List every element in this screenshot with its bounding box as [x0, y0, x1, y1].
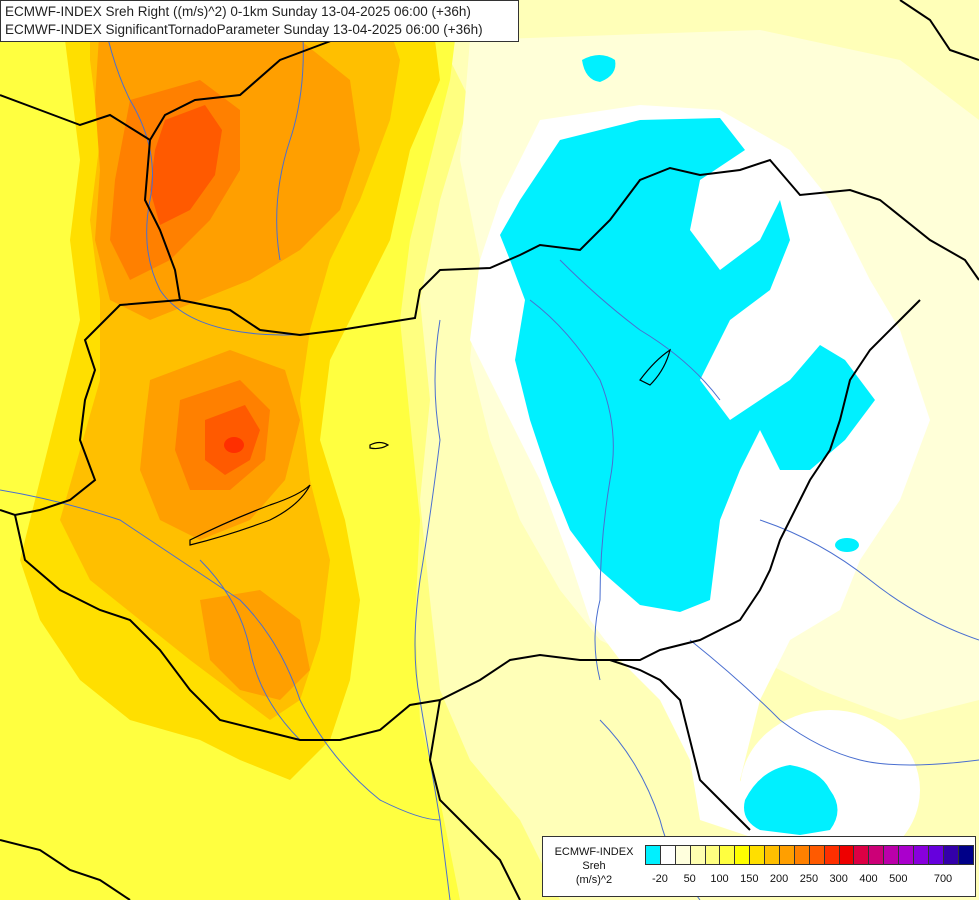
legend-tick-labels: -20 50 100 150 200 250 300 400 500 700	[645, 873, 975, 889]
legend-swatch	[793, 845, 810, 865]
legend-swatch	[779, 845, 795, 865]
legend-color-bar	[645, 845, 974, 865]
legend-swatch	[913, 845, 929, 865]
legend-title: ECMWF-INDEX Sreh (m/s)^2	[549, 845, 639, 887]
legend-tick-label: 50	[683, 873, 696, 885]
legend-swatch	[734, 845, 751, 865]
legend-tick-label: 150	[740, 873, 759, 885]
legend-swatch	[674, 845, 691, 865]
legend-swatch	[645, 845, 661, 865]
legend-tick-label: 700	[933, 873, 953, 885]
title-line-2: ECMWF-INDEX SignificantTornadoParameter …	[5, 22, 483, 37]
legend-tick-label: 200	[769, 873, 789, 885]
legend-swatch	[868, 845, 885, 865]
legend-swatch	[808, 845, 825, 865]
legend-swatch	[898, 845, 915, 865]
field-cyan-se	[744, 765, 838, 835]
field-red-core	[224, 437, 244, 453]
legend-swatch	[883, 845, 900, 865]
legend-tick-label: 300	[829, 873, 848, 885]
legend-swatch	[927, 845, 944, 865]
field-cyan-dot	[835, 538, 859, 552]
field-red-north	[150, 105, 222, 225]
legend-variable: Sreh	[582, 860, 606, 872]
legend-swatch	[838, 845, 855, 865]
legend-swatch	[749, 845, 766, 865]
legend-swatch	[659, 845, 676, 865]
field-cyan-north	[582, 55, 616, 82]
legend-tick-label: 400	[859, 873, 878, 885]
legend-source: ECMWF-INDEX	[554, 846, 634, 858]
field-orange-south	[200, 590, 310, 700]
legend-tick-label: 100	[710, 873, 729, 885]
legend-tick-label: -20	[651, 873, 668, 885]
legend-swatch	[853, 845, 870, 865]
legend-swatch	[704, 845, 721, 865]
legend-swatch	[689, 845, 706, 865]
legend-swatch	[942, 845, 959, 865]
color-legend: ECMWF-INDEX Sreh (m/s)^2 -20 50 100 150 200 2…	[542, 836, 976, 897]
legend-swatch	[719, 845, 736, 865]
legend-swatch	[764, 845, 781, 865]
map-title-box: ECMWF-INDEX Sreh Right ((m/s)^2) 0-1km S…	[0, 0, 519, 42]
legend-swatch	[823, 845, 840, 865]
title-line-1: ECMWF-INDEX Sreh Right ((m/s)^2) 0-1km S…	[5, 4, 471, 19]
legend-swatch	[957, 845, 974, 865]
lakes	[189, 348, 671, 546]
legend-unit: (m/s)^2	[575, 874, 613, 886]
legend-tick-label: 250	[799, 873, 819, 885]
legend-tick-label: 500	[889, 873, 908, 885]
